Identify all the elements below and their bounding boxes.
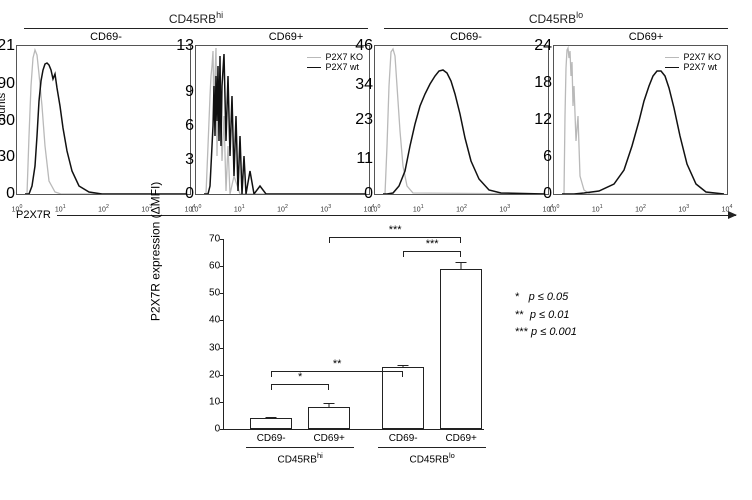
sublabel-0: CD69- xyxy=(16,31,196,43)
histogram-legend: P2X7 KOP2X7 wt xyxy=(307,52,363,72)
bar-y-label: P2X7R expression (ΔMFI) xyxy=(149,181,163,320)
sub-labels-row: CD69- CD69+ CD69- CD69+ xyxy=(16,31,736,43)
histogram-legend: P2X7 KOP2X7 wt xyxy=(665,52,721,72)
histogram-row: counts 030609012110010110210310403691310… xyxy=(16,45,736,195)
histogram-panels: CD45RBhi CD45RBlo CD69- CD69+ CD69- CD69… xyxy=(16,10,736,221)
sublabel-1: CD69+ xyxy=(196,31,376,43)
pval-05: * p ≤ 0.05 xyxy=(515,289,577,307)
pval-001: *** p ≤ 0.001 xyxy=(515,324,577,342)
sublabel-2: CD69- xyxy=(376,31,556,43)
bar-0 xyxy=(250,418,292,429)
histogram-panel-3: 06121824100101102103104P2X7 KOP2X7 wt xyxy=(553,45,728,195)
histogram-panel-2: 011233446100101102103104 xyxy=(374,45,549,195)
pvalue-legend: * p ≤ 0.05 ** p ≤ 0.01 *** p ≤ 0.001 xyxy=(515,289,577,342)
bar-chart-wrap: P2X7R expression (ΔMFI) 010203040506070C… xyxy=(175,239,495,430)
pval-01: ** p ≤ 0.01 xyxy=(515,307,577,325)
bar-1 xyxy=(308,407,350,429)
sublabel-3: CD69+ xyxy=(556,31,736,43)
histogram-panel-1: 036913100101102103104P2X7 KOP2X7 wt xyxy=(195,45,370,195)
bar-2 xyxy=(382,367,424,429)
bar-3 xyxy=(440,269,482,429)
histogram-panel-0: 0306090121100101102103104 xyxy=(16,45,191,195)
group-labels-row: CD45RBhi CD45RBlo xyxy=(16,10,736,29)
bar-chart: 010203040506070CD69-CD69+CD69-CD69+CD45R… xyxy=(223,239,484,430)
bottom-section: P2X7R expression (ΔMFI) 010203040506070C… xyxy=(10,239,742,430)
